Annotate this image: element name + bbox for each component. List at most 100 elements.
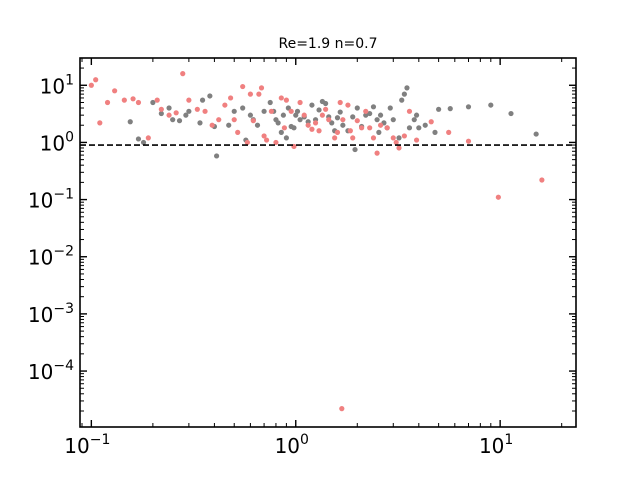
data-point-series-2 — [334, 129, 341, 135]
data-point-series-2 — [337, 99, 343, 106]
data-point-series-1 — [422, 122, 428, 128]
data-point-series-2 — [158, 106, 164, 112]
scatter-points — [88, 71, 545, 412]
data-point-series-1 — [363, 112, 369, 118]
data-point-series-2 — [186, 97, 192, 103]
data-point-series-1 — [309, 102, 315, 108]
data-point-series-1 — [352, 146, 358, 153]
data-point-series-1 — [399, 97, 405, 103]
data-point-series-1 — [199, 97, 206, 103]
data-point-series-2 — [273, 139, 279, 146]
data-point-series-1 — [186, 108, 192, 114]
y-tick-label: 10−4 — [28, 358, 74, 384]
data-point-series-1 — [291, 125, 297, 131]
data-point-series-2 — [347, 128, 353, 134]
data-point-series-2 — [247, 91, 254, 97]
data-point-series-2 — [428, 119, 434, 125]
y-tick-label: 10−1 — [28, 187, 74, 213]
data-point-series-2 — [374, 150, 380, 156]
data-point-series-1 — [197, 120, 203, 126]
plot-area — [80, 58, 576, 427]
data-point-series-2 — [465, 138, 472, 144]
data-point-series-2 — [263, 137, 270, 143]
data-point-series-2 — [130, 96, 136, 102]
data-point-series-1 — [396, 135, 402, 141]
x-tick-label: 100 — [275, 432, 309, 458]
data-point-series-2 — [309, 126, 315, 132]
data-point-series-1 — [176, 118, 183, 124]
data-point-series-1 — [158, 110, 164, 117]
data-point-series-2 — [145, 135, 151, 141]
data-point-series-2 — [235, 129, 241, 135]
data-point-series-2 — [393, 139, 399, 146]
y-tick-label: 100 — [40, 129, 74, 155]
data-point-series-2 — [354, 118, 360, 124]
data-point-series-2 — [406, 108, 413, 114]
data-point-series-1 — [334, 115, 341, 121]
data-point-series-1 — [261, 108, 267, 114]
data-point-series-2 — [97, 120, 103, 126]
data-point-series-1 — [247, 112, 254, 118]
data-point-series-2 — [413, 137, 420, 143]
data-point-series-1 — [406, 125, 413, 131]
x-tick-label: 101 — [479, 432, 513, 458]
data-point-series-2 — [390, 135, 396, 141]
data-point-series-2 — [180, 71, 186, 77]
data-point-series-2 — [209, 122, 215, 128]
data-point-series-2 — [495, 194, 501, 200]
data-point-series-2 — [359, 125, 365, 131]
chart-title: Re=1.9 n=0.7 — [278, 36, 377, 52]
data-point-series-1 — [337, 109, 343, 115]
data-point-series-2 — [93, 77, 99, 83]
data-point-series-1 — [350, 114, 356, 120]
data-point-series-1 — [436, 106, 442, 112]
data-point-series-1 — [404, 85, 410, 91]
data-point-series-1 — [488, 102, 494, 108]
data-point-series-2 — [326, 117, 332, 123]
data-point-series-2 — [384, 125, 390, 131]
data-point-series-1 — [135, 136, 142, 142]
data-point-series-2 — [227, 95, 234, 101]
data-point-series-2 — [377, 122, 384, 128]
data-point-series-2 — [332, 135, 338, 141]
data-point-series-2 — [194, 106, 200, 112]
data-point-series-2 — [446, 129, 452, 135]
data-point-series-2 — [297, 99, 303, 106]
data-point-series-2 — [305, 122, 311, 128]
data-point-series-1 — [401, 91, 407, 97]
data-point-series-2 — [256, 91, 262, 97]
data-point-series-2 — [340, 117, 346, 123]
data-point-series-1 — [207, 93, 213, 99]
data-point-series-1 — [170, 117, 176, 123]
data-point-series-1 — [267, 99, 273, 106]
data-point-series-1 — [377, 112, 384, 118]
data-point-series-2 — [135, 99, 142, 106]
data-point-series-1 — [533, 131, 539, 137]
data-point-series-1 — [297, 117, 303, 123]
data-point-series-2 — [312, 120, 319, 126]
data-point-series-1 — [323, 100, 329, 107]
data-point-series-1 — [411, 117, 417, 123]
data-point-series-1 — [280, 112, 286, 118]
data-point-series-2 — [539, 177, 545, 183]
data-point-series-1 — [447, 106, 453, 112]
y-tick-label: 10−3 — [28, 301, 74, 327]
data-point-series-2 — [288, 108, 294, 114]
data-point-series-1 — [240, 105, 246, 111]
data-point-series-2 — [154, 97, 160, 103]
data-point-series-2 — [268, 108, 274, 114]
data-point-series-1 — [370, 104, 377, 110]
data-point-series-2 — [244, 139, 250, 146]
data-point-series-2 — [367, 125, 373, 131]
data-point-series-2 — [350, 135, 356, 141]
data-point-series-2 — [112, 88, 118, 94]
data-point-series-2 — [401, 133, 407, 139]
data-point-series-1 — [340, 122, 346, 128]
data-point-series-1 — [354, 105, 360, 111]
data-point-series-1 — [465, 104, 472, 110]
data-point-series-1 — [413, 112, 420, 118]
data-point-series-1 — [376, 129, 382, 135]
data-point-series-2 — [363, 108, 369, 114]
